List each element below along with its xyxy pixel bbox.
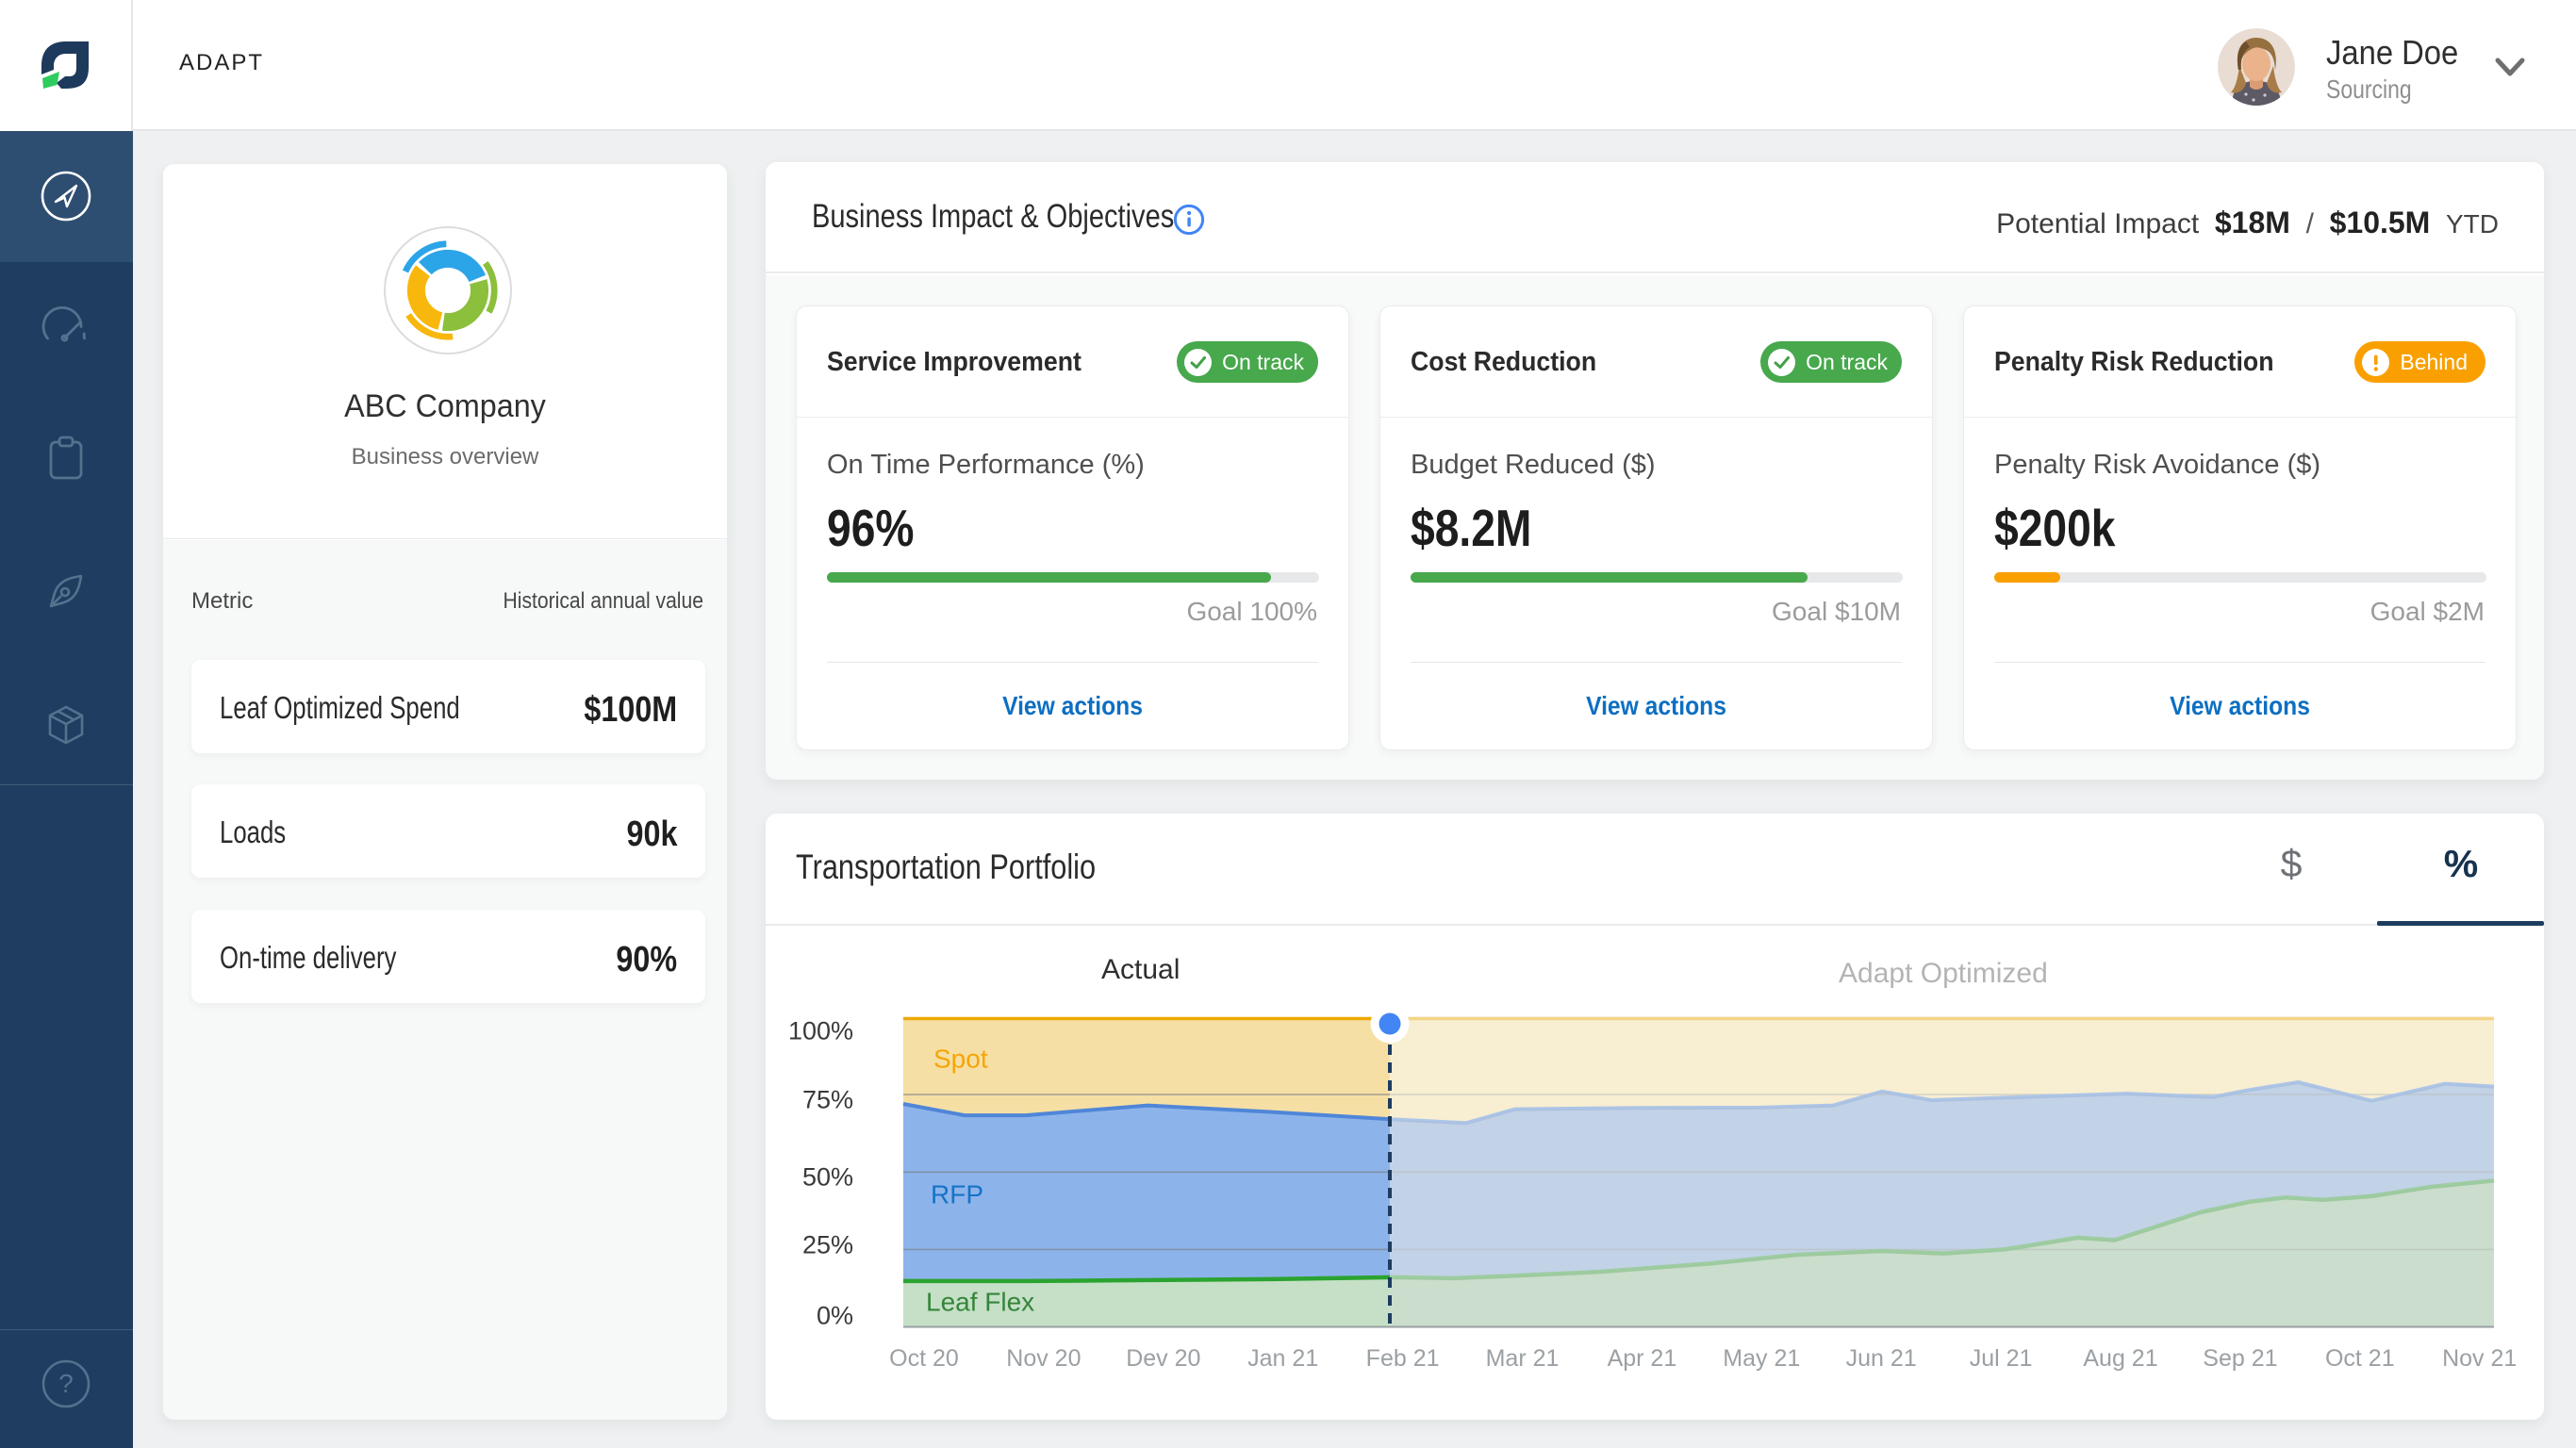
svg-text:Jan 21: Jan 21 [1247, 1345, 1318, 1372]
svg-text:Oct 21: Oct 21 [2325, 1345, 2395, 1372]
svg-text:Apr 21: Apr 21 [1608, 1345, 1677, 1372]
svg-text:Dev 20: Dev 20 [1126, 1345, 1200, 1372]
svg-text:Mar 21: Mar 21 [1486, 1345, 1560, 1372]
svg-text:Leaf Flex: Leaf Flex [926, 1288, 1034, 1317]
svg-text:25%: 25% [802, 1231, 853, 1259]
svg-text:Jun 21: Jun 21 [1846, 1345, 1917, 1372]
svg-text:RFP: RFP [931, 1180, 983, 1209]
svg-text:?: ? [58, 1369, 74, 1398]
svg-text:75%: 75% [802, 1086, 853, 1114]
svg-text:0%: 0% [817, 1302, 853, 1330]
svg-text:100%: 100% [788, 1017, 853, 1045]
svg-text:Nov 20: Nov 20 [1006, 1345, 1081, 1372]
svg-text:Nov 21: Nov 21 [2442, 1345, 2517, 1372]
svg-text:Oct 20: Oct 20 [889, 1345, 959, 1372]
svg-text:Jul 21: Jul 21 [1970, 1345, 2033, 1372]
svg-text:50%: 50% [802, 1163, 853, 1192]
svg-text:Aug 21: Aug 21 [2083, 1345, 2157, 1372]
svg-text:Feb 21: Feb 21 [1366, 1345, 1440, 1372]
svg-text:Sep 21: Sep 21 [2203, 1345, 2277, 1372]
svg-text:Spot: Spot [933, 1045, 988, 1074]
svg-text:May 21: May 21 [1723, 1345, 1800, 1372]
